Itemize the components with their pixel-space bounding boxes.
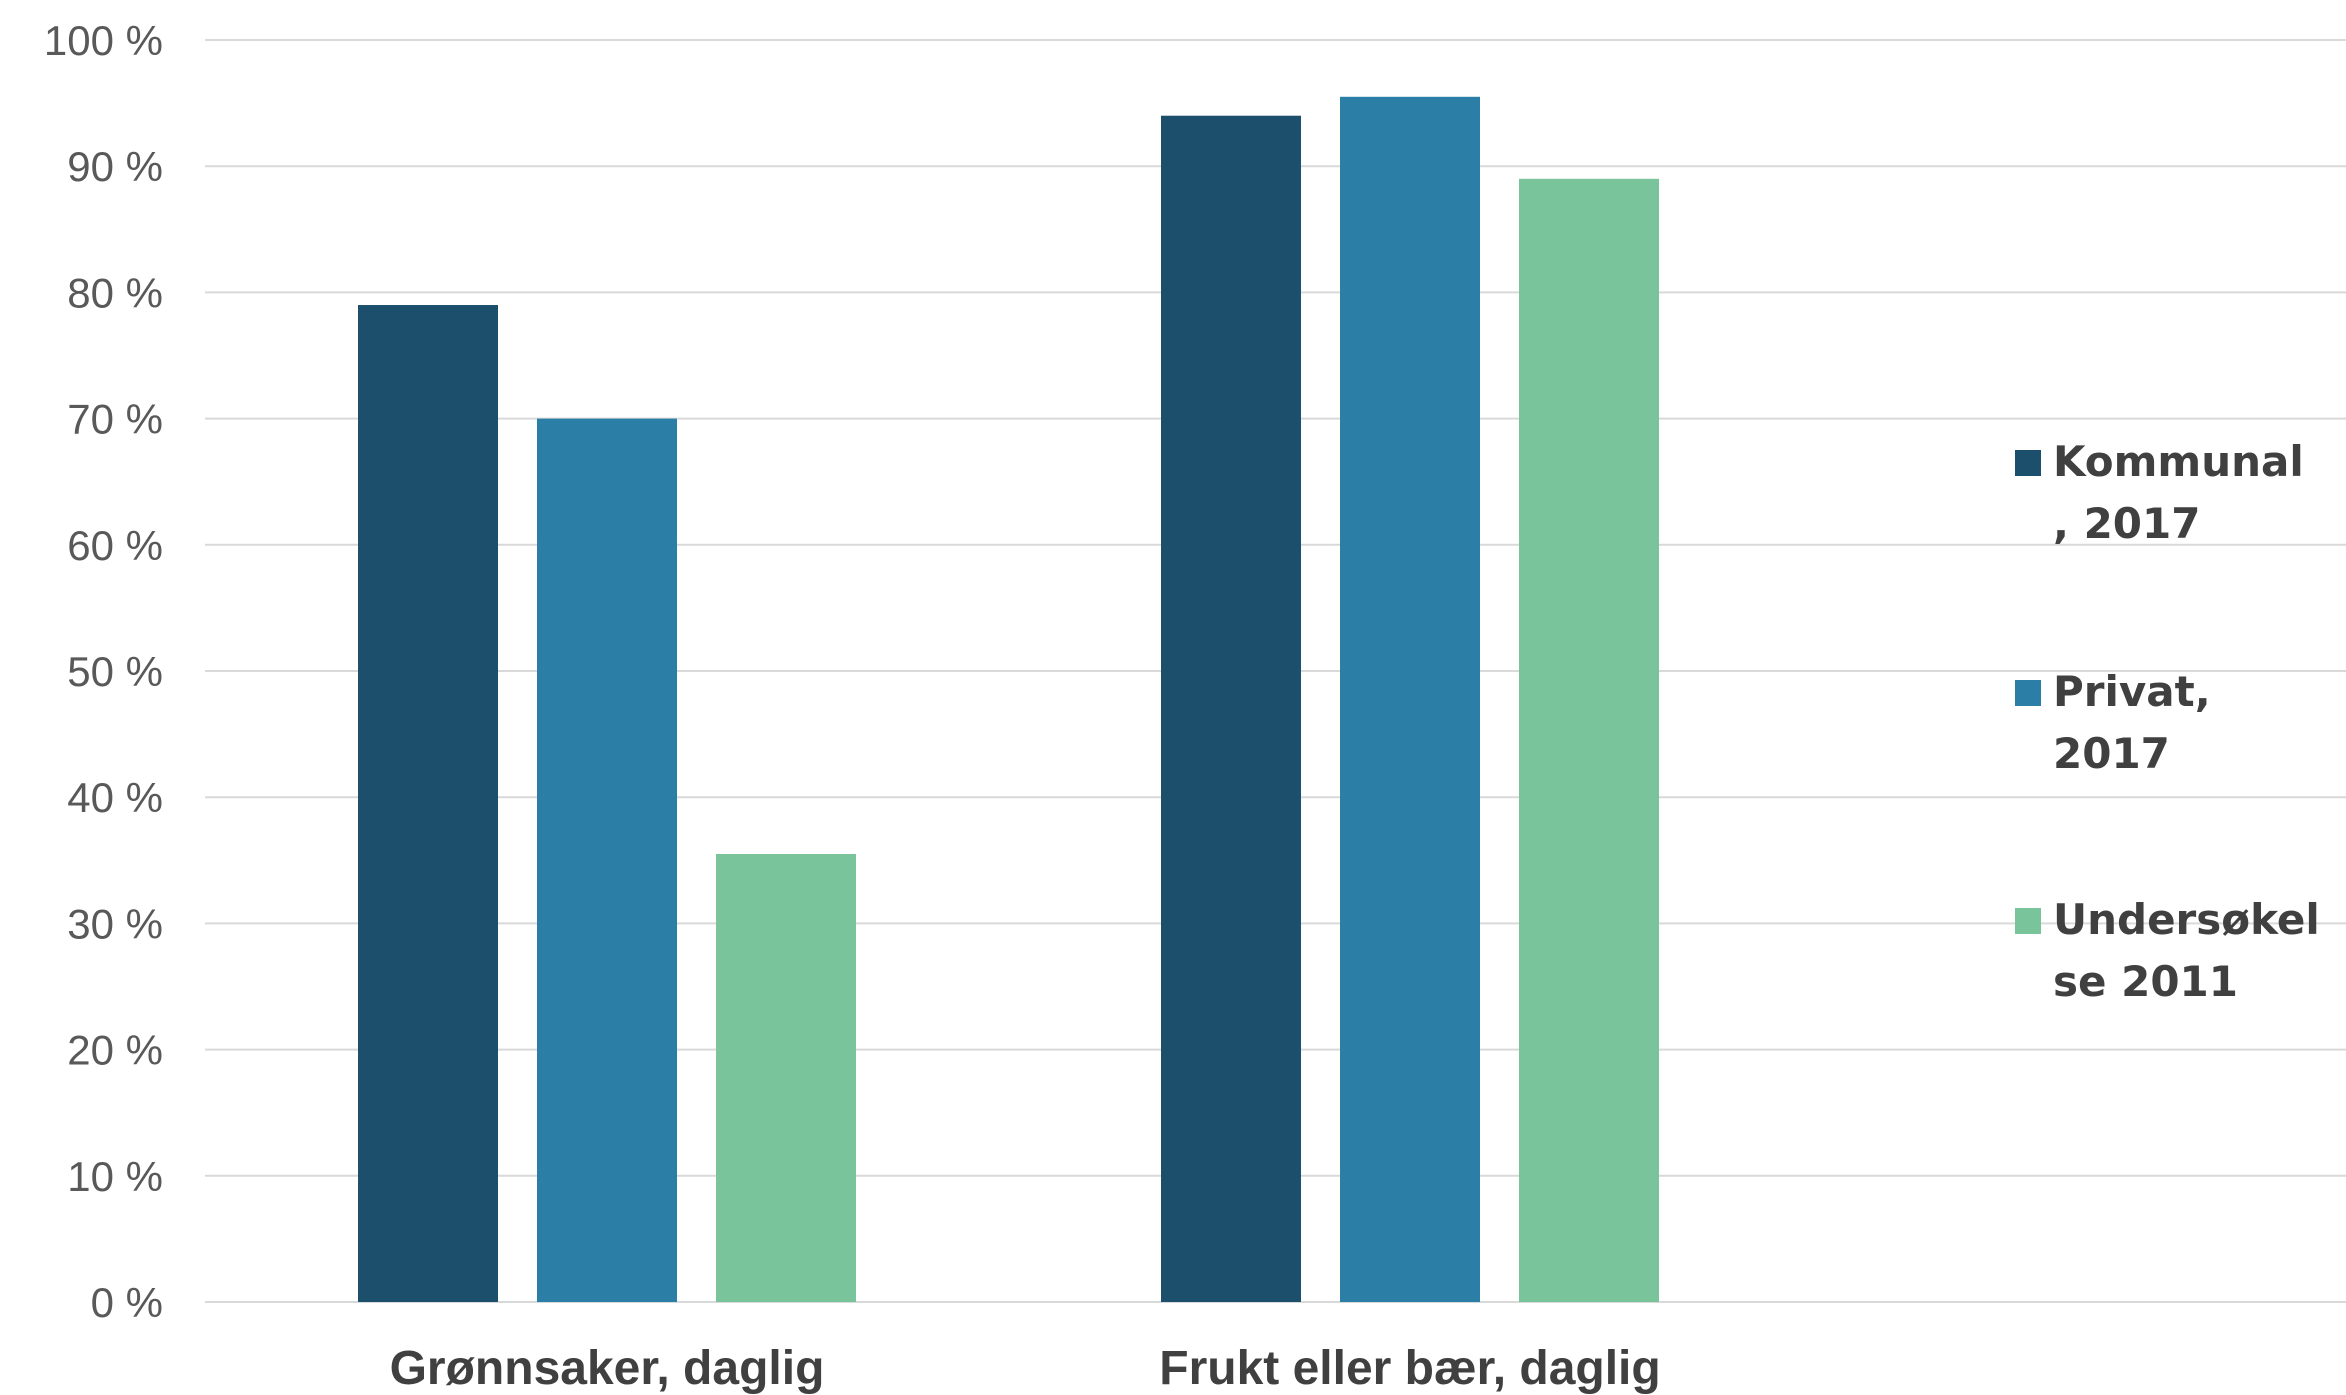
legend-label: 2017 xyxy=(2053,729,2170,778)
legend-label: Privat, xyxy=(2053,667,2211,716)
bar xyxy=(1519,178,1659,1302)
bar xyxy=(1161,115,1301,1303)
y-tick-label: 50 % xyxy=(67,648,163,695)
y-tick-label: 10 % xyxy=(67,1153,163,1200)
y-axis-tick-labels: 0 % 10 % 20 % 30 % 40 % 50 % 60 % 70 % 80 % 90 % 1… xyxy=(44,17,163,1326)
x-axis-category-labels: Grønnsaker, daglig Frukt eller bær, dagli… xyxy=(390,1342,1661,1395)
y-tick-label: 30 % xyxy=(67,900,163,947)
y-tick-label: 60 % xyxy=(67,522,163,569)
y-tick-label: 0 % xyxy=(91,1279,163,1326)
legend-label: , 2017 xyxy=(2053,499,2200,548)
y-tick-label: 100 % xyxy=(44,17,163,64)
y-tick-label: 20 % xyxy=(67,1027,163,1074)
x-category-label: Grønnsaker, daglig xyxy=(390,1342,825,1395)
bar xyxy=(537,418,677,1303)
legend-swatch xyxy=(2015,450,2041,476)
y-tick-label: 90 % xyxy=(67,143,163,190)
y-tick-label: 80 % xyxy=(67,269,163,316)
legend-label: Undersøkel xyxy=(2053,895,2320,944)
bars xyxy=(358,96,1659,1303)
legend-label: Kommunal xyxy=(2053,437,2304,486)
bar xyxy=(358,305,498,1302)
legend-swatch xyxy=(2015,680,2041,706)
legend: Kommunal , 2017 Privat, 2017 Undersøkel se 20… xyxy=(2015,437,2320,1006)
legend-swatch xyxy=(2015,908,2041,934)
bar xyxy=(1340,96,1480,1302)
legend-label: se 2011 xyxy=(2053,957,2238,1006)
bar xyxy=(716,853,856,1302)
y-tick-label: 70 % xyxy=(67,396,163,443)
y-tick-label: 40 % xyxy=(67,774,163,821)
x-category-label: Frukt eller bær, daglig xyxy=(1159,1342,1660,1395)
